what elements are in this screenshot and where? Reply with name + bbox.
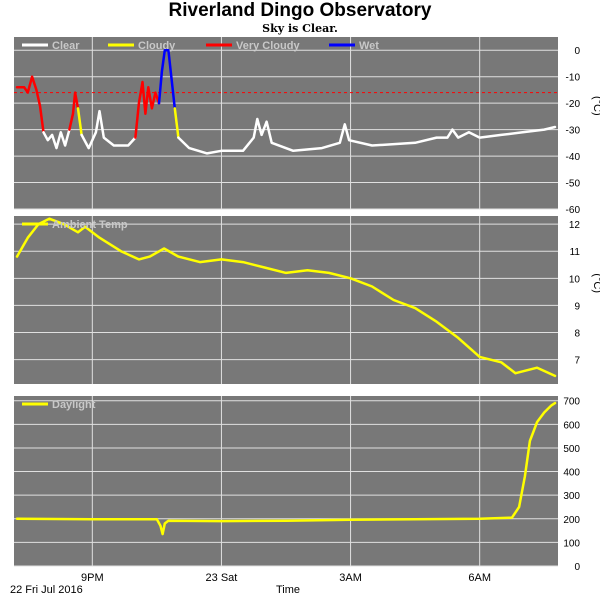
- x-tick-label-2: 3AM: [339, 572, 362, 584]
- panel-1-series-0-line: [15, 217, 557, 378]
- panel-0-y-tick-label: -60: [566, 205, 581, 216]
- panel-0-series-1-line: [42, 128, 71, 150]
- x-axis-date-label: 22 Fri Jul 2016: [10, 584, 83, 596]
- panel-0-series-6-line: [157, 48, 177, 110]
- panel-2-y-tick-label: 0: [574, 562, 580, 573]
- panel-2-y-tick-label: 400: [563, 468, 580, 479]
- panel-0-y-tick-label: 0: [574, 46, 580, 57]
- panel-0-series-0-line: [15, 75, 45, 134]
- panel-2-y-tick-label: 700: [563, 397, 580, 408]
- x-tick-label-3: 6AM: [468, 572, 491, 584]
- panel-2-y-tick-label: 500: [563, 444, 580, 455]
- panel-1-unit-label: (°C): [591, 273, 600, 293]
- panel-2-series-0-line: [15, 401, 557, 536]
- panel-1-background: [14, 216, 558, 384]
- panel-0-legend-label-2: Very Cloudy: [236, 40, 300, 52]
- panel-1-y-tick-label: 10: [569, 274, 581, 285]
- panel-0-legend-label-1: Cloudy: [138, 40, 176, 52]
- panel-0-unit-label: (°C): [591, 96, 600, 116]
- panel-0-series-5-line: [134, 80, 161, 139]
- panel-0-background: [14, 37, 558, 209]
- panel-1-y-tick-label: 11: [570, 247, 581, 258]
- panel-2-legend-label-0: Daylight: [52, 399, 96, 411]
- page-title: Riverland Dingo Observatory: [168, 0, 432, 21]
- panel-2-y-tick-label: 600: [563, 420, 580, 431]
- panel-1-legend-label-0: Ambient Temp: [52, 219, 128, 231]
- x-axis-label: Time: [275, 584, 301, 596]
- panel-0-y-tick-label: -40: [566, 152, 581, 163]
- panel-0-series-3-line: [76, 107, 83, 137]
- panel-0-series-7-line: [173, 107, 180, 139]
- panel-0-series-2-line: [68, 91, 80, 131]
- panel-2-y-tick-label: 300: [563, 491, 580, 502]
- panel-2-y-tick-label: 100: [563, 538, 580, 549]
- x-tick-label-0: 9PM: [81, 572, 104, 584]
- panel-1-y-tick-label: 7: [574, 356, 580, 367]
- panel-0-y-tick-label: -50: [566, 179, 581, 190]
- panel-0-y-tick-label: -10: [566, 73, 581, 84]
- panel-1-y-tick-label: 8: [574, 329, 580, 340]
- panel-0-series-4-line: [80, 109, 137, 150]
- panel-0-series-8-line: [177, 117, 557, 155]
- panel-1-y-tick-label: 9: [574, 301, 580, 312]
- panel-2-y-tick-label: 200: [563, 515, 580, 526]
- panel-0-legend-label-3: Wet: [359, 40, 379, 52]
- panel-2-background: [14, 396, 558, 566]
- panel-0-y-tick-label: -30: [566, 126, 581, 137]
- x-tick-label-1: 23 Sat: [206, 572, 238, 584]
- panel-1-y-tick-label: 12: [569, 220, 581, 231]
- panel-0-legend-label-0: Clear: [52, 40, 80, 52]
- page-subtitle: Sky is Clear.: [262, 22, 338, 35]
- panel-0-y-tick-label: -20: [566, 99, 581, 110]
